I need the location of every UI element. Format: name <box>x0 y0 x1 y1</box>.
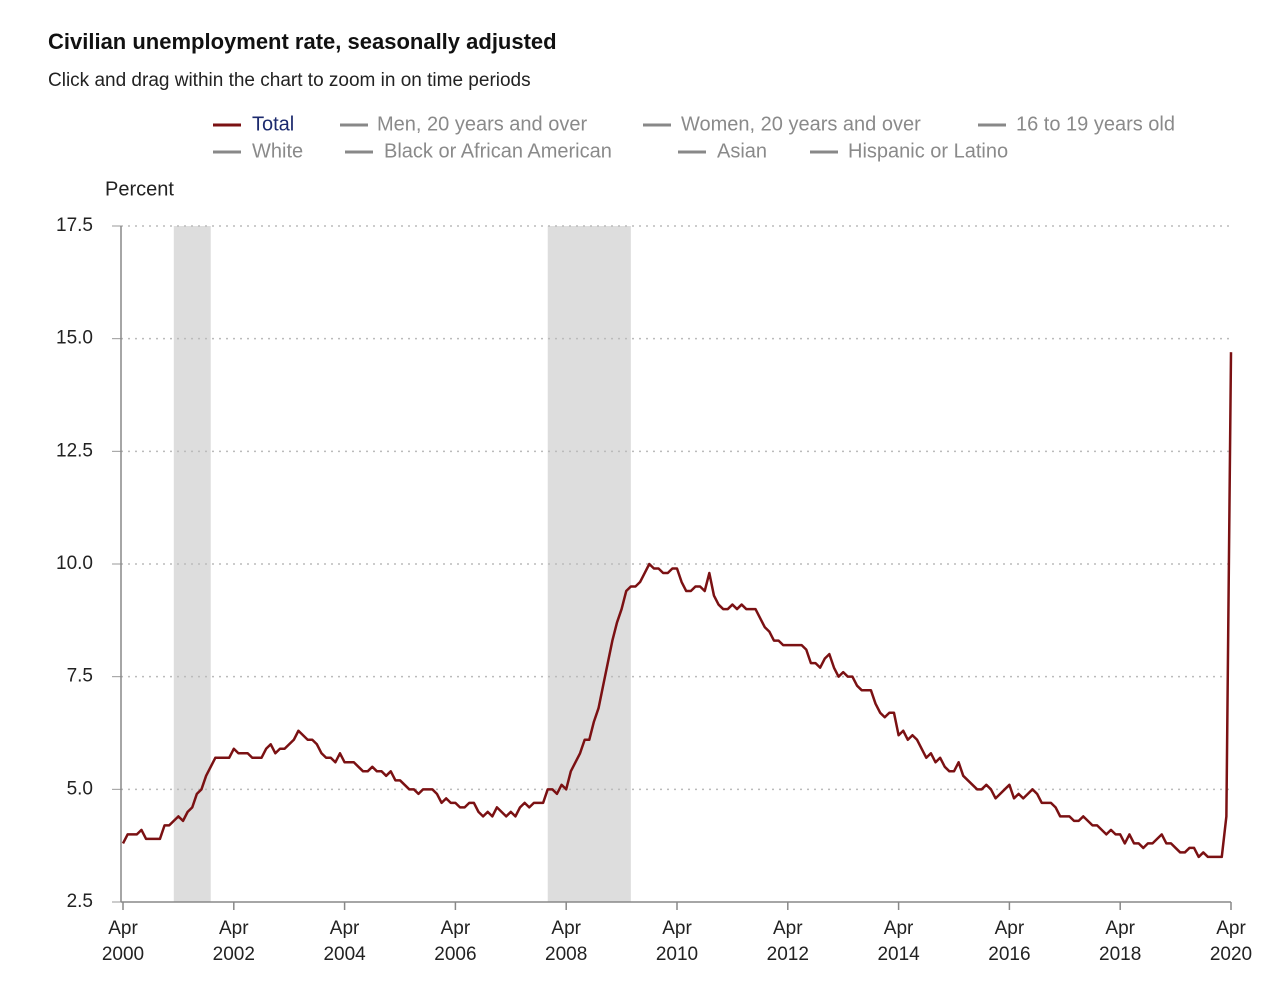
y-tick-label: 17.5 <box>56 215 93 236</box>
legend-label: Total <box>252 113 294 135</box>
y-tick-label: 2.5 <box>67 891 93 912</box>
y-tick-label: 5.0 <box>67 778 93 799</box>
legend-label: Women, 20 years and over <box>681 113 921 135</box>
legend-label: Asian <box>717 140 767 162</box>
legend-label: Black or African American <box>384 140 612 162</box>
legend-label: Men, 20 years and over <box>377 113 587 135</box>
x-tick-label: Apr 2018 <box>1099 918 1141 965</box>
legend-item[interactable]: White <box>213 140 303 162</box>
legend-label: Hispanic or Latino <box>848 140 1008 162</box>
x-tick-label: Apr 2010 <box>656 918 698 965</box>
x-tick-label: Apr 2004 <box>323 918 366 965</box>
legend-item[interactable]: 16 to 19 years old <box>978 113 1175 135</box>
recession-band <box>547 226 631 902</box>
y-tick-label: 7.5 <box>67 666 93 687</box>
x-tick-label: Apr 2012 <box>767 918 809 965</box>
chart-subtitle: Click and drag within the chart to zoom … <box>48 70 531 91</box>
y-tick-label: 15.0 <box>56 328 93 349</box>
legend-item[interactable]: Men, 20 years and over <box>340 113 587 135</box>
x-tick-label: Apr 2014 <box>877 918 920 965</box>
x-tick-label: Apr 2002 <box>213 918 255 965</box>
legend-item[interactable]: Total <box>213 113 294 135</box>
x-tick-label: Apr 2000 <box>102 918 144 965</box>
x-tick-label: Apr 2016 <box>988 918 1030 965</box>
legend-item[interactable]: Hispanic or Latino <box>810 140 1008 162</box>
legend-label: 16 to 19 years old <box>1016 113 1175 135</box>
y-tick-label: 12.5 <box>56 440 93 461</box>
x-tick-label: Apr 2006 <box>434 918 476 965</box>
legend-item[interactable]: Asian <box>678 140 767 162</box>
data-line <box>121 352 1233 859</box>
legend-label: White <box>252 140 303 162</box>
legend-item[interactable]: Women, 20 years and over <box>643 113 921 135</box>
x-tick-label: Apr 2008 <box>545 918 587 965</box>
x-tick-label: Apr 2020 <box>1210 918 1252 965</box>
y-tick-label: 10.0 <box>56 553 93 574</box>
legend-item[interactable]: Black or African American <box>345 140 612 162</box>
chart-title: Civilian unemployment rate, seasonally a… <box>48 29 557 54</box>
y-axis-label: Percent <box>105 178 174 200</box>
